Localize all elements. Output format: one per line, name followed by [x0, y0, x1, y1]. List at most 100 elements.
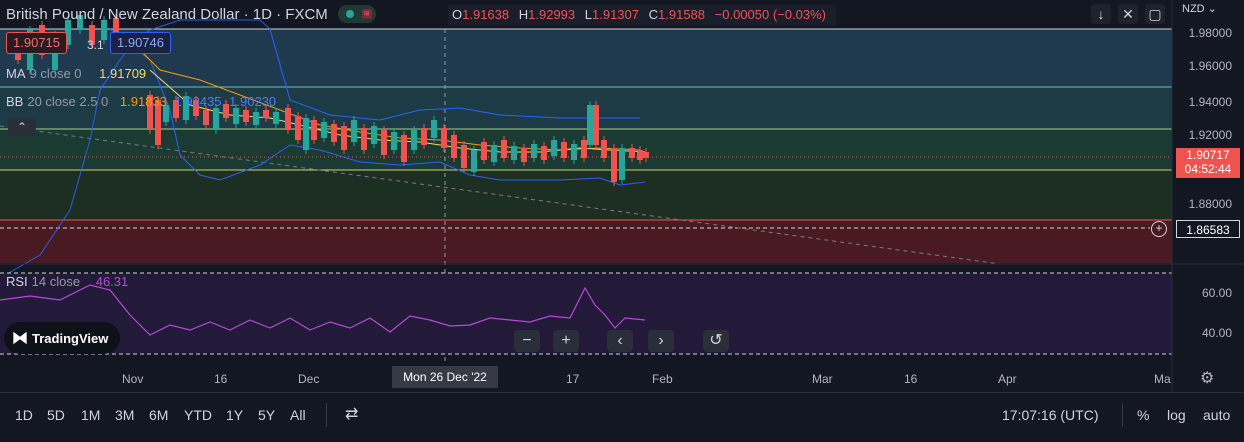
price-tick: 1.98000: [1188, 26, 1232, 40]
zone-red: [0, 220, 1172, 263]
bb-upper-value: 1.93435: [174, 94, 222, 109]
chevron-down-icon: ⌄: [1207, 3, 1217, 15]
collapse-icon[interactable]: ✕: [1118, 4, 1138, 24]
candle-body: [263, 110, 269, 118]
candle-body: [273, 112, 279, 124]
bar-countdown: 04:52:44: [1184, 162, 1232, 176]
last-price-label: 1.90717 04:52:44: [1176, 148, 1240, 178]
candle-body: [601, 140, 607, 158]
candle-body: [441, 128, 447, 148]
timeframe-5d[interactable]: 5D: [47, 407, 65, 423]
settings-gear-icon[interactable]: ⚙: [1200, 370, 1215, 387]
candle-body: [331, 124, 337, 142]
market-open-icon: [345, 10, 354, 18]
bb-basis-value: 1.91833: [119, 94, 167, 109]
candle-body: [451, 135, 457, 158]
timeframe-5y[interactable]: 5Y: [258, 407, 276, 423]
price-tick: 1.92000: [1188, 128, 1232, 142]
buy-button[interactable]: 1.90746: [110, 32, 171, 54]
add-alert-plus-icon[interactable]: +: [1151, 221, 1167, 237]
rsi-legend[interactable]: RSI 14 close 46.31: [6, 274, 128, 289]
bottom-toolbar: 1D 5D 1M 3M 6M YTD 1Y 5Y All ⇄ 17:07:16 …: [0, 392, 1244, 439]
tradingview-logo-icon: ⧓: [12, 330, 28, 347]
last-price-value: 1.90717: [1186, 148, 1230, 162]
symbol-header[interactable]: British Pound / New Zealand Dollar · 1D …: [6, 4, 376, 24]
candle-body: [243, 110, 249, 122]
currency-label: NZD: [1182, 3, 1205, 15]
candle-body: [629, 148, 635, 158]
candle-body: [619, 148, 625, 180]
bb-lower-value: 1.90230: [229, 94, 277, 109]
arrow-down-icon[interactable]: ↓: [1091, 4, 1111, 24]
timeframe-1m[interactable]: 1M: [81, 407, 101, 423]
collapse-legend-button[interactable]: ⌃: [8, 118, 36, 136]
close-label: C: [648, 7, 659, 22]
timeframe-ytd[interactable]: YTD: [184, 407, 212, 423]
log-toggle[interactable]: log: [1167, 407, 1186, 423]
candle-body: [481, 142, 487, 160]
currency-selector[interactable]: NZD ⌄: [1182, 2, 1217, 15]
ma-name: MA: [6, 66, 26, 81]
candle-body: [411, 130, 417, 150]
candle-body: [401, 135, 407, 162]
timeframe-3m[interactable]: 3M: [115, 407, 135, 423]
price-tick: 1.88000: [1188, 197, 1232, 211]
timeframe-all[interactable]: All: [290, 407, 306, 423]
candle-body: [253, 112, 259, 125]
ma-legend[interactable]: MA 9 close 0 1.91709: [6, 66, 146, 81]
candle-body: [381, 130, 387, 155]
time-tick: Mar: [812, 372, 833, 386]
candle-body: [77, 15, 83, 30]
scroll-left-button[interactable]: ‹: [607, 330, 633, 352]
candle-body: [351, 120, 357, 142]
date-range-icon[interactable]: ⇄: [345, 406, 359, 423]
scroll-right-button[interactable]: ›: [648, 330, 674, 352]
candle-body: [501, 140, 507, 158]
rsi-params: 14 close: [31, 274, 81, 289]
candle-body: [561, 142, 567, 158]
time-tick: 16: [904, 372, 918, 386]
candle-body: [233, 108, 239, 124]
candle-body: [531, 144, 537, 158]
market-status-toggle[interactable]: ≋: [337, 5, 376, 23]
candle-body: [511, 146, 517, 160]
auto-toggle[interactable]: auto: [1203, 407, 1231, 423]
candle-body: [321, 122, 327, 138]
candle-body: [581, 140, 587, 158]
symbol-title[interactable]: British Pound / New Zealand Dollar · 1D …: [6, 5, 328, 23]
high-label: H: [518, 7, 529, 22]
bb-name: BB: [6, 94, 24, 109]
candle-body: [643, 152, 649, 158]
bb-params: 20 close 2.5 0: [27, 94, 109, 109]
candle-body: [295, 116, 301, 140]
close-value: 1.91588: [658, 7, 706, 22]
chevron-up-icon: ⌃: [16, 120, 28, 134]
maximize-icon[interactable]: ▢: [1145, 4, 1165, 24]
plus-icon: +: [561, 332, 571, 349]
utc-clock[interactable]: 17:07:16 (UTC): [1002, 407, 1099, 423]
percent-toggle[interactable]: %: [1137, 407, 1150, 423]
timeframe-1y[interactable]: 1Y: [226, 407, 244, 423]
timeframe-1d[interactable]: 1D: [15, 407, 33, 423]
zoom-in-button[interactable]: +: [553, 330, 579, 352]
candle-body: [101, 20, 107, 40]
timeframe-6m[interactable]: 6M: [149, 407, 169, 423]
candle-body: [421, 128, 427, 145]
rsi-band: [0, 273, 1172, 354]
tradingview-logo[interactable]: ⧓ TradingView: [4, 322, 120, 354]
bb-legend[interactable]: BB 20 close 2.5 0 1.91833 1.93435 1.90230: [6, 94, 276, 109]
candle-body: [587, 105, 593, 145]
candle-body: [361, 128, 367, 150]
sell-button[interactable]: 1.90715: [6, 32, 67, 54]
zoom-out-button[interactable]: −: [514, 330, 540, 352]
reset-chart-button[interactable]: ↺: [703, 330, 729, 352]
time-tick: Apr: [998, 372, 1017, 386]
rsi-name: RSI: [6, 274, 28, 289]
price-tick: 1.96000: [1188, 59, 1232, 73]
open-label: O: [452, 7, 463, 22]
time-tick: Dec: [298, 372, 320, 386]
trend-line-drawing[interactable]: [0, 125, 1001, 265]
rsi-line: [0, 284, 646, 336]
